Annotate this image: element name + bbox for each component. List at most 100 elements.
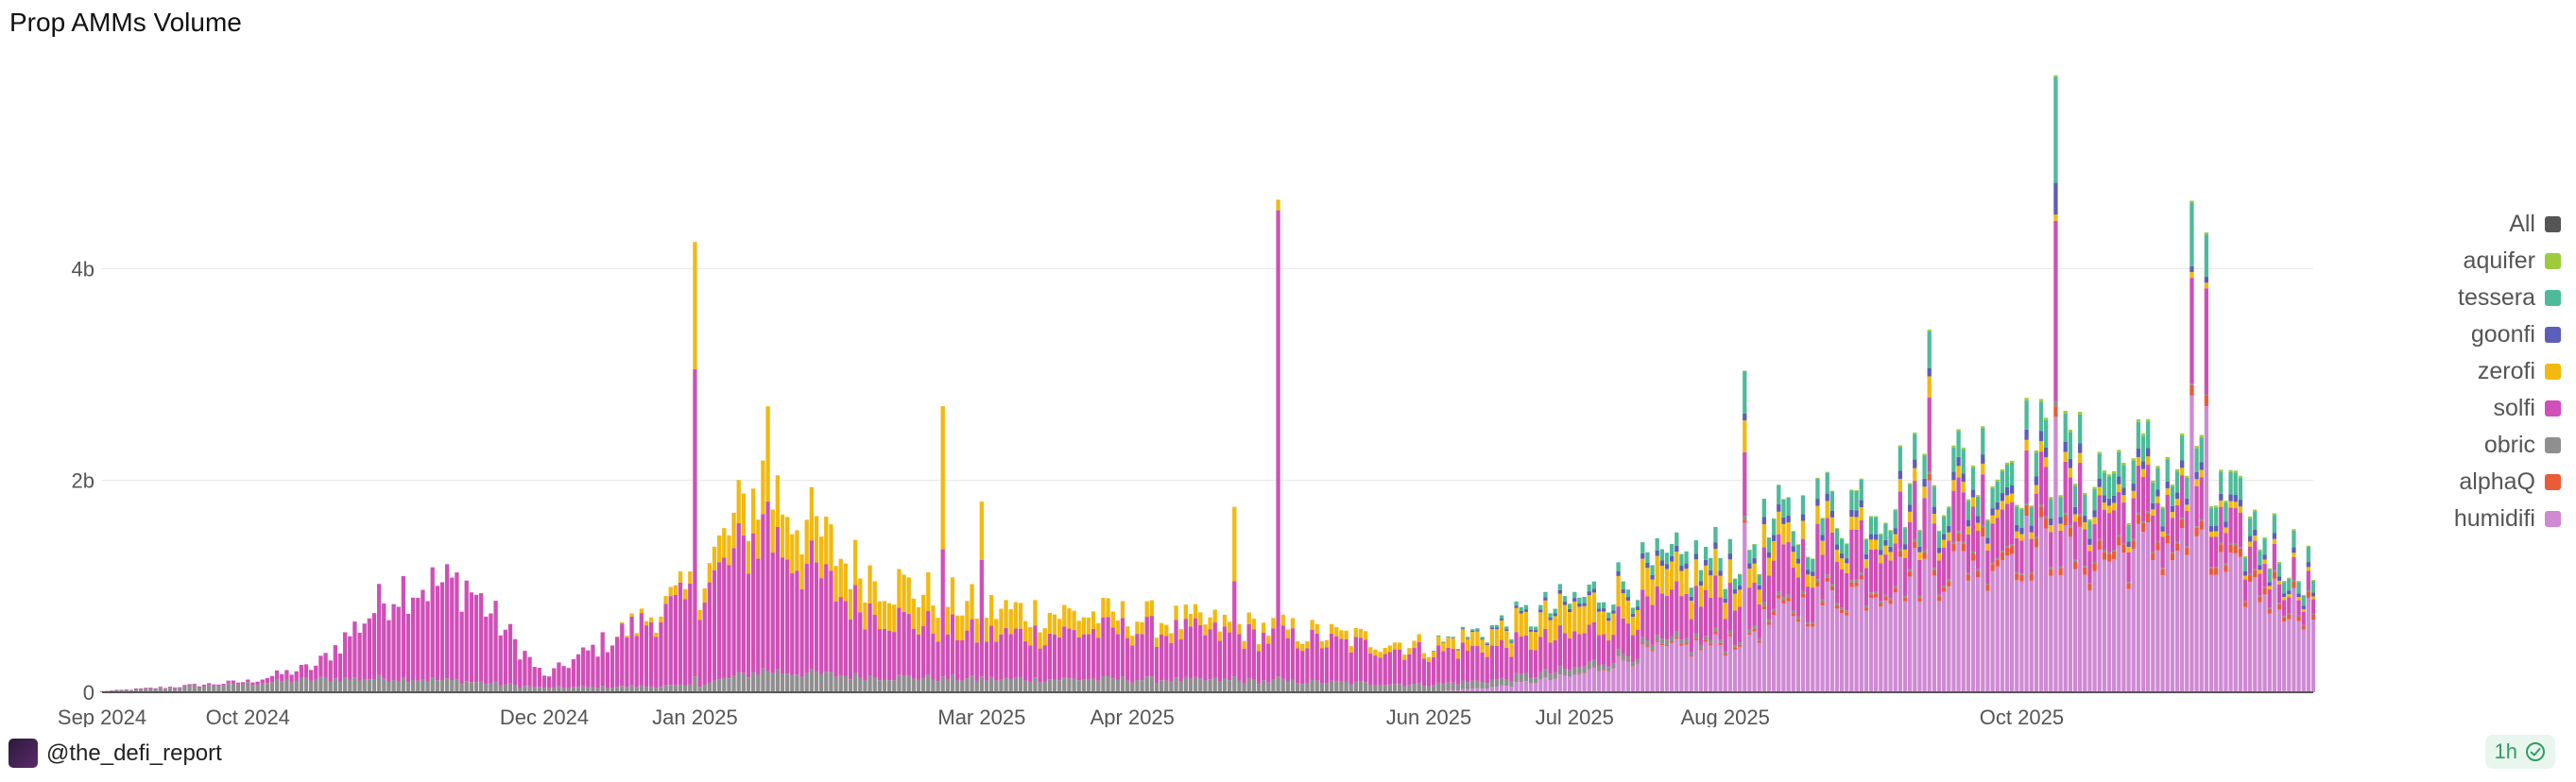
bar-segment-obric <box>1616 649 1621 656</box>
bar-segment-zerofi <box>1101 598 1106 618</box>
bar-segment-goonfi <box>1635 606 1640 610</box>
legend-item-goonfi[interactable]: goonfi <box>2454 316 2561 353</box>
bar-segment-aquifer <box>1811 558 1815 559</box>
bar-segment-solfi <box>620 623 625 687</box>
bar-segment-solfi <box>552 668 557 688</box>
bar-segment-obric <box>2058 566 2063 569</box>
bar-segment-solfi <box>1008 634 1013 680</box>
bar-segment-humidifi <box>1533 683 1538 692</box>
bar-segment-goonfi <box>1927 367 1932 377</box>
bar-segment-obric <box>756 674 761 692</box>
bar-segment-humidifi <box>1873 597 1879 692</box>
bar-segment-solfi <box>1266 643 1271 683</box>
bar-segment-obric <box>2219 542 2224 545</box>
bar-segment-humidifi <box>1820 605 1825 692</box>
bar-segment-alphaQ <box>2111 551 2117 559</box>
legend-item-alphaq[interactable]: alphaQ <box>2454 464 2561 501</box>
legend-item-tessera[interactable]: tessera <box>2454 280 2561 316</box>
bar-segment-obric <box>342 677 348 692</box>
bar-segment-obric <box>2160 568 2165 570</box>
bar-segment-tessera <box>1514 601 1519 606</box>
bar-segment-alphaQ <box>1863 607 1869 611</box>
bar-segment-humidifi <box>1664 646 1670 692</box>
bar-segment-aquifer <box>2258 549 2262 552</box>
bar-segment-humidifi <box>1582 672 1587 692</box>
bar-segment-solfi <box>673 594 678 686</box>
bar-segment-solfi <box>1709 597 1713 640</box>
bar-segment-obric <box>1382 685 1387 692</box>
bar-segment-zerofi <box>1625 600 1631 624</box>
bar-segment-zerofi <box>1591 592 1597 622</box>
bar-segment-obric <box>814 672 819 692</box>
bar-segment-humidifi <box>1635 663 1640 692</box>
bar-segment-zerofi <box>1246 612 1251 624</box>
bar-segment-aquifer <box>1947 506 1951 508</box>
bar-segment-solfi <box>1208 629 1212 680</box>
bar-segment-goonfi <box>2199 462 2204 470</box>
legend-item-solfi[interactable]: solfi <box>2454 390 2561 427</box>
bar-segment-goonfi <box>1777 504 1781 512</box>
bar-segment-alphaQ <box>1995 559 2000 567</box>
bar-segment-obric <box>1815 579 1820 583</box>
bar-segment-solfi <box>1256 651 1262 685</box>
bar-segment-tessera <box>2296 582 2301 594</box>
bar-segment-goonfi <box>1548 617 1553 620</box>
bar-segment-obric <box>1164 680 1169 692</box>
y-tick-label: 2b <box>72 469 94 493</box>
bar-segment-humidifi <box>2029 580 2034 692</box>
bar-segment-humidifi <box>1514 682 1519 692</box>
bar-segment-obric <box>129 689 134 692</box>
bar-segment-alphaQ <box>1611 668 1616 670</box>
bar-segment-alphaQ <box>2072 561 2078 570</box>
bar-segment-solfi <box>421 589 425 680</box>
bar-segment-goonfi <box>1757 585 1761 590</box>
bar-segment-solfi <box>435 586 440 681</box>
bar-segment-zerofi <box>2204 282 2209 289</box>
bar-segment-solfi <box>1732 610 1738 646</box>
bar-segment-zerofi <box>1358 628 1364 638</box>
legend-item-all[interactable]: All <box>2454 206 2561 243</box>
bar-segment-alphaQ <box>2058 568 2063 576</box>
legend-item-obric[interactable]: obric <box>2454 427 2561 464</box>
bar-segment-aquifer <box>1863 538 1869 540</box>
bar-segment-solfi <box>1839 569 1845 608</box>
refresh-badge[interactable]: 1h <box>2484 735 2555 769</box>
bar-segment-tessera <box>2019 509 2024 528</box>
bar-segment-solfi <box>1489 645 1495 680</box>
bar-segment-zerofi <box>926 571 931 611</box>
bar-segment-obric <box>1519 673 1523 683</box>
bar-segment-aquifer <box>1854 489 1859 491</box>
bar-segment-goonfi <box>2000 493 2005 502</box>
bar-segment-tessera <box>1664 552 1670 565</box>
bar-segment-tessera <box>1509 638 1514 642</box>
bar-segment-zerofi <box>644 620 649 626</box>
bar-segment-goonfi <box>1936 547 1942 553</box>
bar-segment-obric <box>235 684 241 692</box>
bar-segment-solfi <box>158 687 163 688</box>
bar-segment-zerofi <box>2185 504 2190 511</box>
footer-brand[interactable]: @the_defi_report <box>9 739 222 768</box>
bar-segment-obric <box>512 685 518 692</box>
legend-item-zerofi[interactable]: zerofi <box>2454 353 2561 390</box>
bar-segment-tessera <box>1616 562 1621 571</box>
bar-segment-solfi <box>2117 492 2121 536</box>
bar-segment-goonfi <box>2247 536 2253 542</box>
bar-segment-obric <box>507 683 513 692</box>
bar-segment-humidifi <box>1553 678 1557 692</box>
bar-segment-aquifer <box>2296 581 2301 583</box>
bar-segment-solfi <box>2043 467 2049 517</box>
bar-segment-tessera <box>1795 544 1801 559</box>
bar-segment-obric <box>537 687 542 692</box>
bar-segment-solfi <box>1514 632 1519 673</box>
bar-segment-solfi <box>153 688 158 689</box>
bar-segment-obric <box>1417 682 1421 692</box>
legend-item-humidifi[interactable]: humidifi <box>2454 501 2561 537</box>
bar-segment-alphaQ <box>1800 593 1806 598</box>
bar-segment-alphaQ <box>1698 648 1704 651</box>
bar-segment-alphaQ <box>1703 639 1709 642</box>
bar-segment-tessera <box>1587 584 1591 592</box>
bar-segment-solfi <box>1086 634 1091 680</box>
legend-item-aquifer[interactable]: aquifer <box>2454 243 2561 280</box>
bar-segment-zerofi <box>707 563 713 583</box>
bar-segment-solfi <box>1417 642 1421 683</box>
